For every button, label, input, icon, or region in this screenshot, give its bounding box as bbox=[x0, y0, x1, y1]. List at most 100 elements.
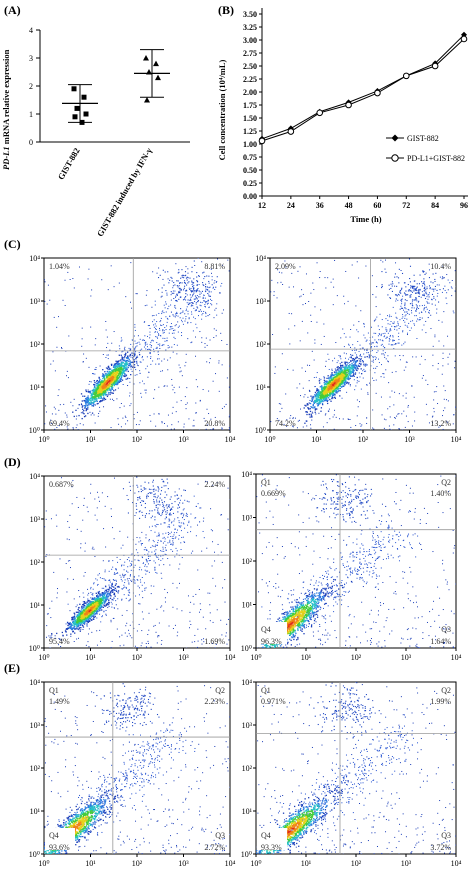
event-dot bbox=[112, 372, 114, 374]
event-dot bbox=[433, 297, 435, 299]
event-dot bbox=[430, 328, 432, 330]
event-dot bbox=[158, 334, 160, 336]
event-dot bbox=[117, 429, 119, 430]
event-dot bbox=[216, 482, 218, 484]
event-dot bbox=[196, 276, 198, 278]
event-dot bbox=[129, 360, 131, 362]
event-dot bbox=[208, 287, 210, 289]
event-dot bbox=[216, 609, 218, 611]
event-dot bbox=[374, 346, 376, 348]
event-dot bbox=[195, 309, 197, 311]
event-dot bbox=[446, 292, 448, 294]
event-dot bbox=[108, 604, 110, 606]
event-dot bbox=[323, 400, 326, 402]
event-dot bbox=[348, 383, 350, 385]
event-dot bbox=[348, 372, 350, 375]
event-dot bbox=[307, 396, 309, 398]
event-dot bbox=[122, 369, 124, 371]
event-dot bbox=[332, 392, 334, 394]
event-dot bbox=[199, 291, 201, 293]
event-dot bbox=[335, 373, 338, 375]
event-dot bbox=[371, 275, 373, 277]
event-dot bbox=[201, 341, 203, 343]
event-dot bbox=[327, 384, 330, 386]
event-dot bbox=[425, 332, 427, 334]
event-dot bbox=[87, 278, 89, 280]
event-dot bbox=[402, 314, 404, 316]
event-dot bbox=[320, 397, 322, 400]
event-dot bbox=[383, 347, 385, 349]
event-dot bbox=[145, 294, 147, 296]
event-dot bbox=[161, 421, 163, 423]
event-dot bbox=[371, 377, 373, 379]
event-dot bbox=[342, 376, 345, 379]
event-dot bbox=[205, 428, 207, 430]
event-dot bbox=[316, 321, 318, 323]
event-dot bbox=[205, 480, 207, 482]
event-dot bbox=[101, 429, 103, 430]
event-dot bbox=[327, 388, 329, 391]
event-dot bbox=[345, 357, 347, 359]
event-dot bbox=[94, 344, 96, 346]
series-2-point bbox=[460, 35, 468, 43]
event-dot bbox=[414, 411, 416, 413]
event-dot bbox=[105, 614, 107, 616]
event-dot bbox=[361, 360, 363, 362]
event-dot bbox=[359, 355, 361, 357]
event-dot bbox=[172, 550, 174, 552]
event-dot bbox=[51, 637, 53, 639]
panel-a-label: (A) bbox=[4, 3, 21, 17]
event-dot bbox=[409, 265, 412, 267]
event-dot bbox=[183, 275, 185, 277]
event-dot bbox=[99, 387, 101, 389]
event-dot bbox=[93, 393, 95, 396]
event-dot bbox=[117, 598, 119, 600]
event-dot bbox=[382, 353, 384, 355]
event-dot bbox=[350, 375, 353, 377]
event-dot bbox=[384, 259, 386, 261]
event-dot bbox=[50, 422, 52, 424]
event-dot bbox=[359, 365, 361, 367]
event-dot bbox=[170, 543, 172, 545]
event-dot bbox=[324, 387, 327, 389]
event-dot bbox=[198, 310, 200, 312]
event-dot bbox=[172, 543, 174, 545]
event-dot bbox=[96, 644, 98, 646]
event-dot bbox=[335, 392, 337, 394]
event-dot bbox=[153, 324, 155, 326]
event-dot bbox=[113, 373, 115, 375]
event-dot bbox=[118, 372, 120, 375]
event-dot bbox=[105, 389, 107, 391]
event-dot bbox=[385, 419, 387, 421]
event-dot bbox=[366, 339, 368, 341]
event-dot bbox=[91, 402, 94, 404]
event-dot bbox=[112, 383, 115, 386]
panel-b-ytick-label: 3.00 bbox=[243, 36, 257, 45]
event-dot bbox=[60, 646, 62, 648]
event-dot bbox=[186, 284, 188, 286]
event-dot bbox=[66, 370, 68, 372]
event-dot bbox=[198, 275, 200, 277]
event-dot bbox=[310, 427, 312, 429]
event-dot bbox=[329, 375, 332, 378]
event-dot bbox=[121, 339, 123, 341]
event-dot bbox=[333, 389, 336, 391]
event-dot bbox=[292, 417, 294, 419]
event-dot bbox=[342, 385, 344, 387]
event-dot bbox=[314, 399, 317, 402]
event-dot bbox=[136, 342, 138, 344]
event-dot bbox=[318, 378, 320, 380]
event-dot bbox=[127, 370, 129, 373]
event-dot bbox=[136, 536, 138, 538]
event-dot bbox=[352, 371, 354, 373]
event-dot bbox=[96, 491, 98, 493]
event-dot bbox=[101, 392, 104, 394]
event-dot bbox=[163, 536, 165, 538]
event-dot bbox=[385, 318, 387, 320]
event-dot bbox=[50, 617, 52, 619]
event-dot bbox=[150, 356, 152, 358]
event-dot bbox=[366, 384, 368, 386]
event-dot bbox=[123, 367, 125, 369]
event-dot bbox=[349, 356, 351, 358]
event-dot bbox=[352, 373, 355, 375]
